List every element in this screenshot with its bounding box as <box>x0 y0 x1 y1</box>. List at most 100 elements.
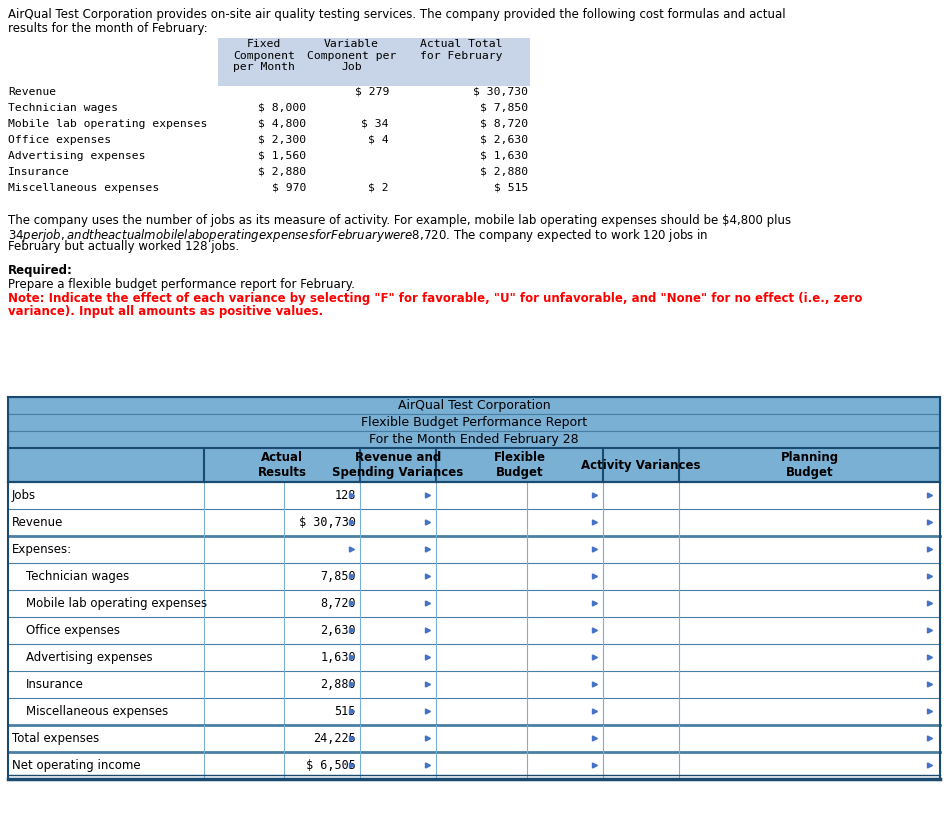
Text: 515: 515 <box>335 705 356 718</box>
Bar <box>8 397 940 414</box>
Polygon shape <box>350 628 355 633</box>
Polygon shape <box>592 655 597 660</box>
Text: $ 2,300: $ 2,300 <box>258 135 306 145</box>
Text: $ 2,880: $ 2,880 <box>258 167 306 177</box>
Text: February but actually worked 128 jobs.: February but actually worked 128 jobs. <box>8 240 239 253</box>
Polygon shape <box>592 493 597 498</box>
Bar <box>8 536 940 563</box>
Polygon shape <box>350 601 355 606</box>
Text: $ 8,000: $ 8,000 <box>258 103 306 113</box>
Bar <box>8 725 940 752</box>
Text: 2,880: 2,880 <box>320 678 356 691</box>
Polygon shape <box>426 493 430 498</box>
Text: 8,720: 8,720 <box>320 597 356 610</box>
Polygon shape <box>426 601 430 606</box>
Polygon shape <box>927 574 933 579</box>
Text: Advertising expenses: Advertising expenses <box>26 651 153 664</box>
Text: Insurance: Insurance <box>8 167 70 177</box>
Polygon shape <box>350 682 355 687</box>
Polygon shape <box>592 547 597 552</box>
Text: Revenue: Revenue <box>12 516 64 529</box>
Bar <box>8 752 940 779</box>
Polygon shape <box>350 763 355 768</box>
Bar <box>218 38 530 86</box>
Text: 24,225: 24,225 <box>313 732 356 745</box>
Text: $ 7,850: $ 7,850 <box>480 103 528 113</box>
Text: Advertising expenses: Advertising expenses <box>8 151 145 161</box>
Text: Total expenses: Total expenses <box>12 732 100 745</box>
Text: Office expenses: Office expenses <box>26 624 120 637</box>
Polygon shape <box>592 520 597 525</box>
Text: $ 6,505: $ 6,505 <box>306 759 356 772</box>
Text: Revenue: Revenue <box>8 87 56 97</box>
Text: Mobile lab operating expenses: Mobile lab operating expenses <box>8 119 208 129</box>
Text: Revenue and
Spending Variances: Revenue and Spending Variances <box>333 451 464 479</box>
Text: The company uses the number of jobs as its measure of activity. For example, mob: The company uses the number of jobs as i… <box>8 214 792 227</box>
Text: $ 30,730: $ 30,730 <box>299 516 356 529</box>
Bar <box>8 563 940 590</box>
Polygon shape <box>426 655 430 660</box>
Polygon shape <box>350 493 355 498</box>
Text: $ 1,630: $ 1,630 <box>480 151 528 161</box>
Text: results for the month of February:: results for the month of February: <box>8 22 208 35</box>
Text: 7,850: 7,850 <box>320 570 356 583</box>
Polygon shape <box>426 763 430 768</box>
Text: $ 34: $ 34 <box>361 119 389 129</box>
Polygon shape <box>426 709 430 714</box>
Polygon shape <box>927 547 933 552</box>
Text: $ 279: $ 279 <box>355 87 389 97</box>
Text: Note: Indicate the effect of each variance by selecting "F" for favorable, "U" f: Note: Indicate the effect of each varian… <box>8 292 863 305</box>
Bar <box>8 671 940 698</box>
Text: 128: 128 <box>335 489 356 502</box>
Polygon shape <box>592 601 597 606</box>
Text: Actual
Results: Actual Results <box>258 451 306 479</box>
Bar <box>8 698 940 725</box>
Polygon shape <box>927 493 933 498</box>
Bar <box>8 448 940 482</box>
Polygon shape <box>426 574 430 579</box>
Bar <box>8 482 940 509</box>
Text: Required:: Required: <box>8 264 73 277</box>
Text: $ 4,800: $ 4,800 <box>258 119 306 129</box>
Text: variance). Input all amounts as positive values.: variance). Input all amounts as positive… <box>8 305 323 318</box>
Polygon shape <box>426 520 430 525</box>
Text: Insurance: Insurance <box>26 678 83 691</box>
Text: $ 4: $ 4 <box>369 135 389 145</box>
Polygon shape <box>927 520 933 525</box>
Text: $ 2,630: $ 2,630 <box>480 135 528 145</box>
Polygon shape <box>927 709 933 714</box>
Text: Flexible Budget Performance Report: Flexible Budget Performance Report <box>361 416 587 429</box>
Polygon shape <box>350 655 355 660</box>
Text: Activity Variances: Activity Variances <box>581 458 701 471</box>
Polygon shape <box>350 574 355 579</box>
Text: Office expenses: Office expenses <box>8 135 111 145</box>
Text: 2,630: 2,630 <box>320 624 356 637</box>
Text: $ 515: $ 515 <box>494 183 528 193</box>
Polygon shape <box>350 520 355 525</box>
Text: Expenses:: Expenses: <box>12 543 72 556</box>
Text: Technician wages: Technician wages <box>26 570 129 583</box>
Polygon shape <box>350 709 355 714</box>
Text: Technician wages: Technician wages <box>8 103 118 113</box>
Text: Flexible
Budget: Flexible Budget <box>494 451 545 479</box>
Bar <box>8 414 940 431</box>
Polygon shape <box>592 628 597 633</box>
Polygon shape <box>927 601 933 606</box>
Text: Actual Total
for February: Actual Total for February <box>420 39 502 60</box>
Text: $ 970: $ 970 <box>272 183 306 193</box>
Text: $ 30,730: $ 30,730 <box>473 87 528 97</box>
Text: Mobile lab operating expenses: Mobile lab operating expenses <box>26 597 207 610</box>
Text: $ 2,880: $ 2,880 <box>480 167 528 177</box>
Polygon shape <box>592 574 597 579</box>
Polygon shape <box>426 682 430 687</box>
Text: AirQual Test Corporation provides on-site air quality testing services. The comp: AirQual Test Corporation provides on-sit… <box>8 8 786 21</box>
Polygon shape <box>426 736 430 741</box>
Polygon shape <box>927 736 933 741</box>
Text: AirQual Test Corporation: AirQual Test Corporation <box>398 399 550 412</box>
Text: $34 per job, and the actual mobile lab operating expenses for February were $8,7: $34 per job, and the actual mobile lab o… <box>8 227 708 244</box>
Polygon shape <box>927 763 933 768</box>
Text: For the Month Ended February 28: For the Month Ended February 28 <box>369 433 579 446</box>
Text: $ 2: $ 2 <box>369 183 389 193</box>
Text: Miscellaneous expenses: Miscellaneous expenses <box>26 705 168 718</box>
Text: Jobs: Jobs <box>12 489 36 502</box>
